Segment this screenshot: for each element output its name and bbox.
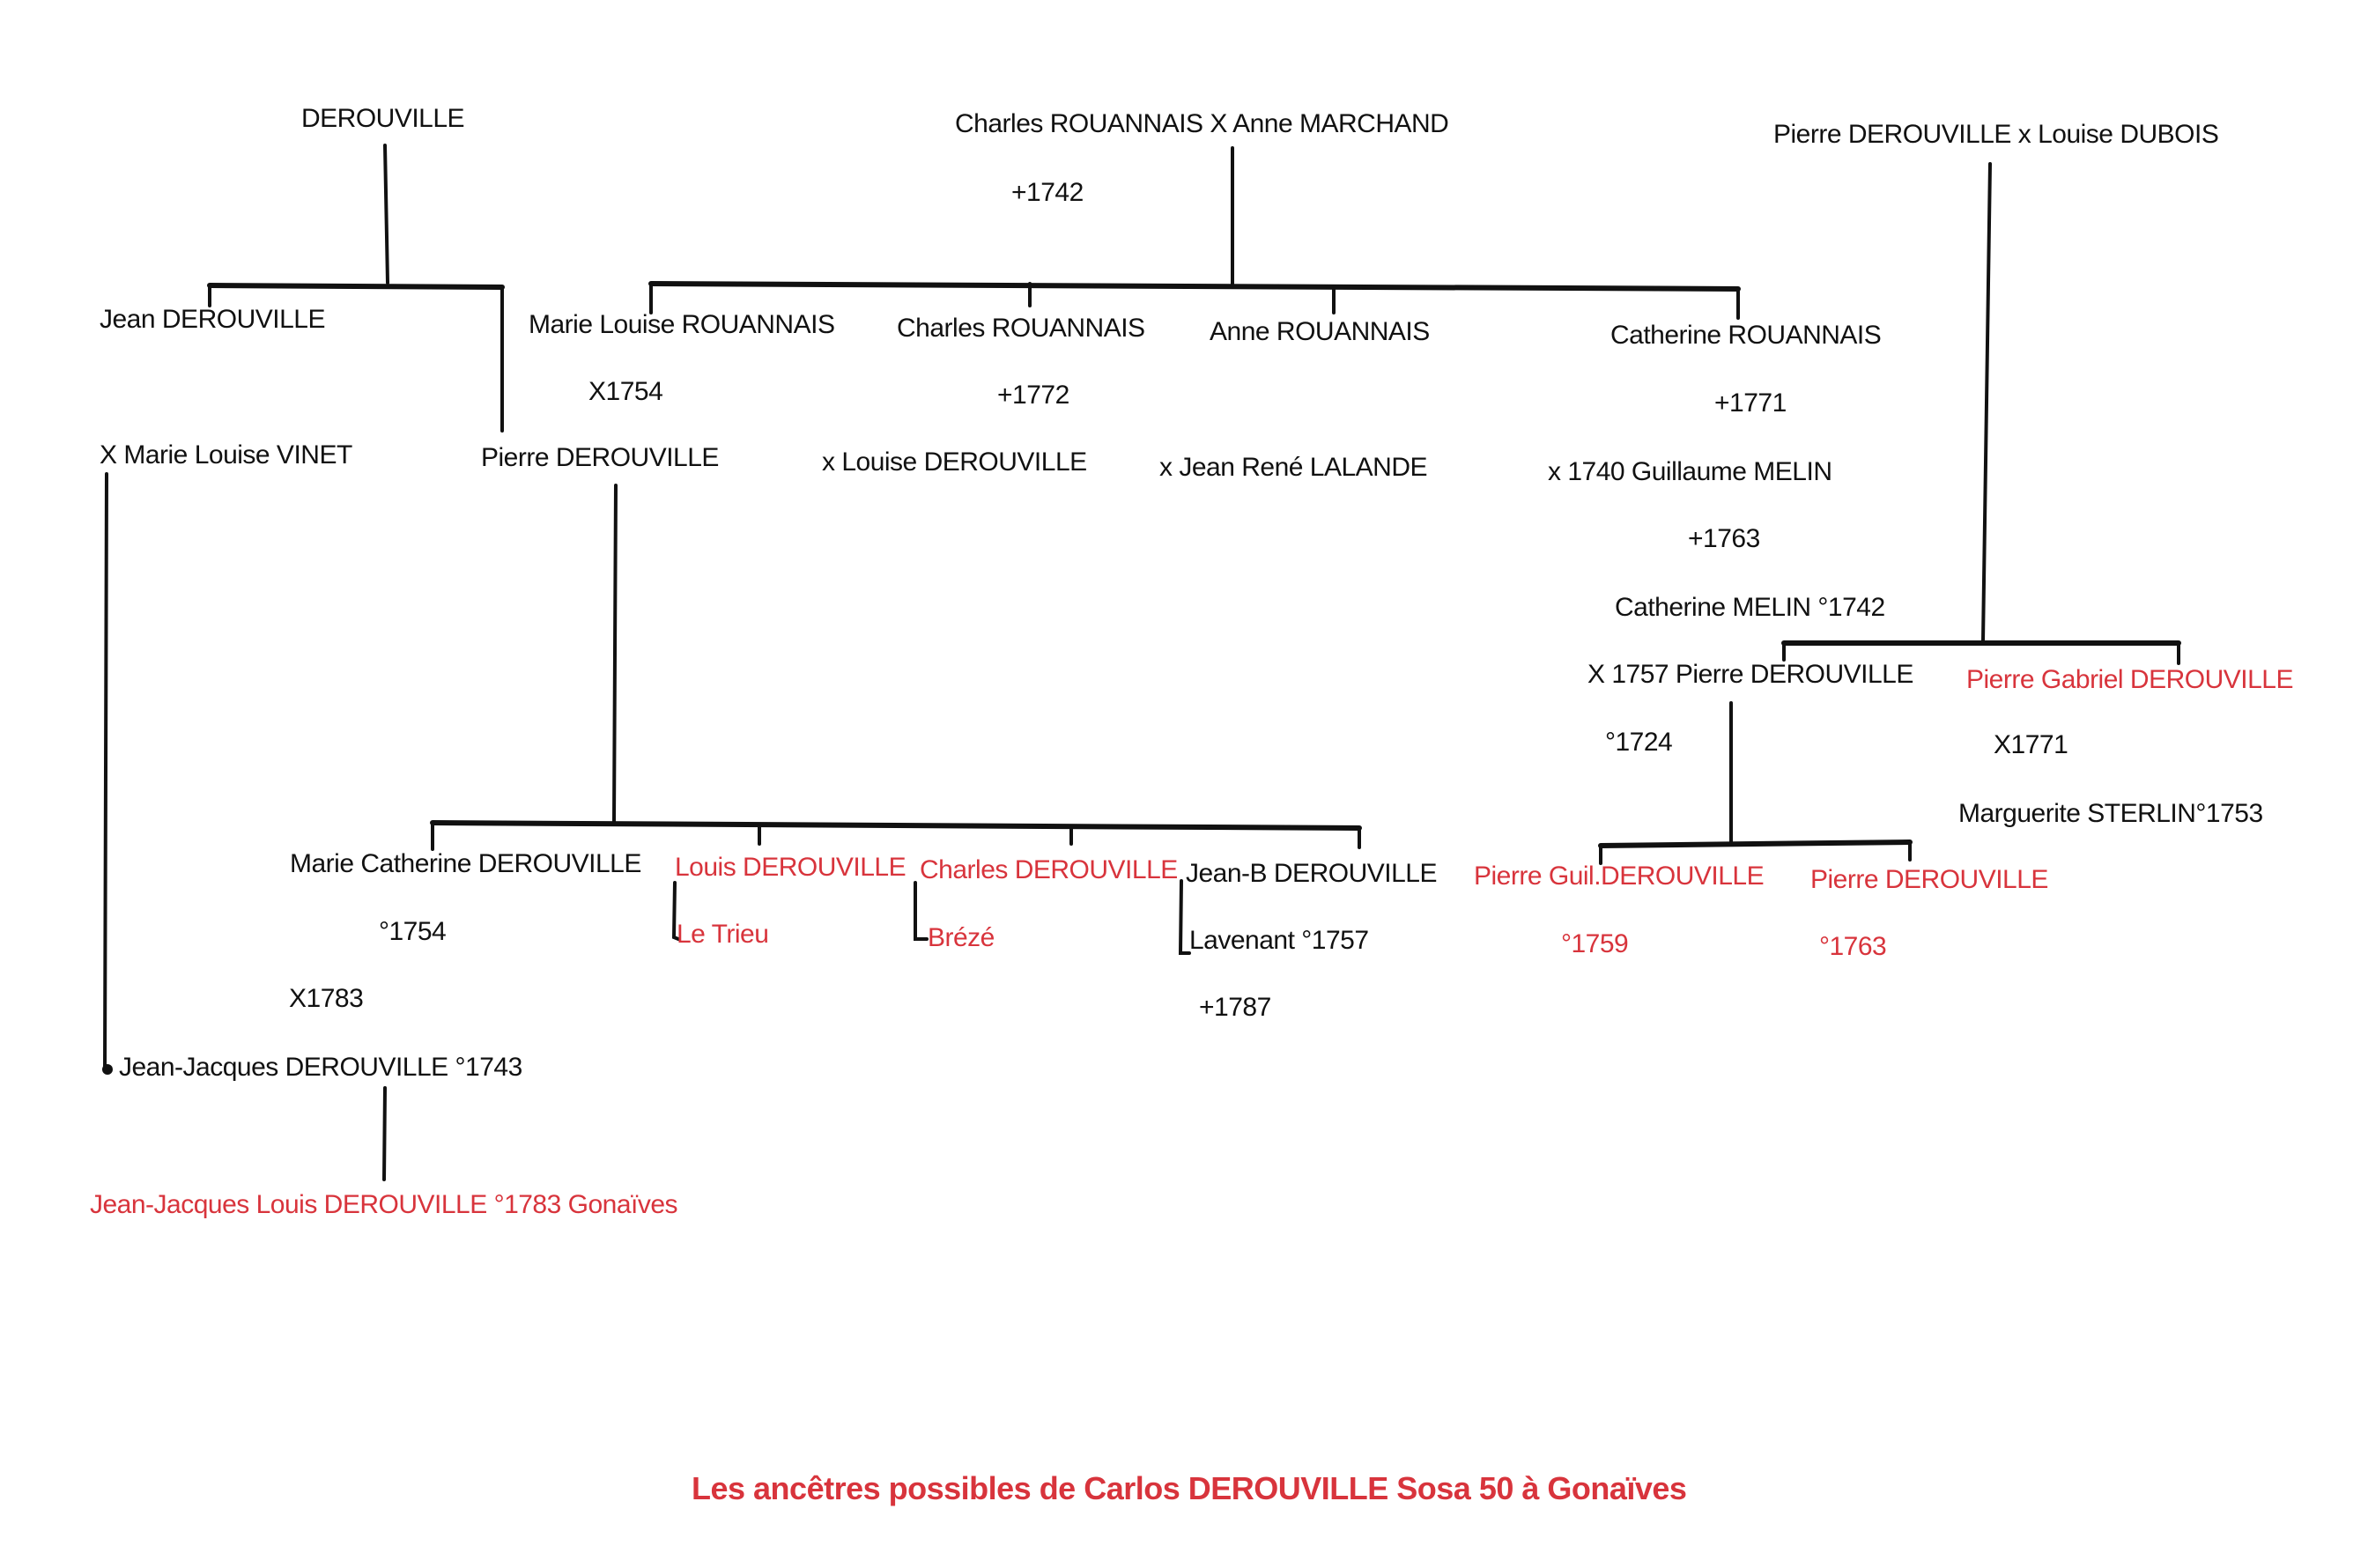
- person-label: Marie Catherine DEROUVILLE: [290, 849, 641, 878]
- arrow-dot: [102, 1064, 113, 1075]
- person-label: Pierre DEROUVILLE x Louise DUBOIS: [1773, 120, 2219, 149]
- connector: [914, 881, 929, 941]
- person-label: Lavenant °1757: [1189, 926, 1369, 955]
- person-label: Charles ROUANNAIS X Anne MARCHAND: [955, 109, 1449, 138]
- person-label: Jean DEROUVILLE: [100, 305, 325, 334]
- person-label: Charles ROUANNAIS: [897, 314, 1145, 343]
- person-label: Marguerite STERLIN°1753: [1958, 799, 2263, 828]
- person-label: Catherine ROUANNAIS: [1610, 321, 1882, 350]
- person-label: Marie Louise ROUANNAIS: [529, 310, 835, 339]
- sibling-bar: [207, 283, 505, 290]
- person-label: +1742: [1011, 178, 1084, 207]
- person-label: x Jean René LALANDE: [1159, 453, 1428, 482]
- connector: [383, 144, 389, 285]
- person-label: Catherine MELIN °1742: [1615, 593, 1885, 622]
- person-label: Pierre DEROUVILLE: [481, 443, 719, 472]
- sibling-bar: [648, 281, 1741, 292]
- connector: [612, 484, 618, 824]
- person-label: Anne ROUANNAIS: [1210, 317, 1430, 346]
- person-label-highlighted: Pierre Gabriel DEROUVILLE: [1966, 665, 2293, 694]
- person-label-highlighted: Pierre DEROUVILLE: [1810, 865, 2048, 894]
- person-label-highlighted: °1763: [1819, 932, 1887, 961]
- person-label: DEROUVILLE: [301, 104, 465, 133]
- sibling-bar: [1598, 839, 1913, 848]
- person-label: X 1757 Pierre DEROUVILLE: [1587, 660, 1913, 689]
- person-label: x 1740 Guillaume MELIN: [1548, 457, 1832, 486]
- person-label: Jean-B DEROUVILLE: [1186, 859, 1437, 888]
- person-label-highlighted: Pierre Guil.DEROUVILLE: [1474, 862, 1765, 891]
- person-label: +1787: [1199, 993, 1271, 1022]
- person-label: Jean-Jacques DEROUVILLE °1743: [119, 1053, 522, 1082]
- person-label: X1783: [289, 984, 364, 1013]
- person-label: x Louise DEROUVILLE: [822, 447, 1087, 477]
- person-label: +1772: [997, 381, 1069, 410]
- person-label-highlighted: Brézé: [928, 923, 995, 952]
- person-label: X1754: [588, 377, 663, 406]
- person-label: °1724: [1605, 728, 1673, 757]
- person-label-highlighted: °1759: [1561, 929, 1629, 958]
- person-label: °1754: [379, 917, 447, 946]
- connector: [1178, 879, 1191, 955]
- person-label: X1771: [1994, 730, 2068, 759]
- person-label-highlighted: Le Trieu: [677, 920, 769, 949]
- diagram-caption: Les ancêtres possibles de Carlos DEROUVI…: [692, 1470, 1687, 1506]
- person-label-highlighted: Louis DEROUVILLE: [675, 853, 906, 882]
- sibling-bar: [430, 820, 1362, 831]
- connector: [382, 1086, 387, 1181]
- connector: [1981, 162, 1992, 643]
- person-label-highlighted: Charles DEROUVILLE: [920, 855, 1178, 884]
- connector: [103, 472, 108, 1071]
- person-label: X Marie Louise VINET: [100, 440, 352, 470]
- person-label: +1771: [1714, 388, 1787, 418]
- person-label: +1763: [1688, 524, 1760, 553]
- person-label-highlighted: Jean-Jacques Louis DEROUVILLE °1783 Gona…: [90, 1190, 678, 1219]
- connector: [671, 881, 680, 941]
